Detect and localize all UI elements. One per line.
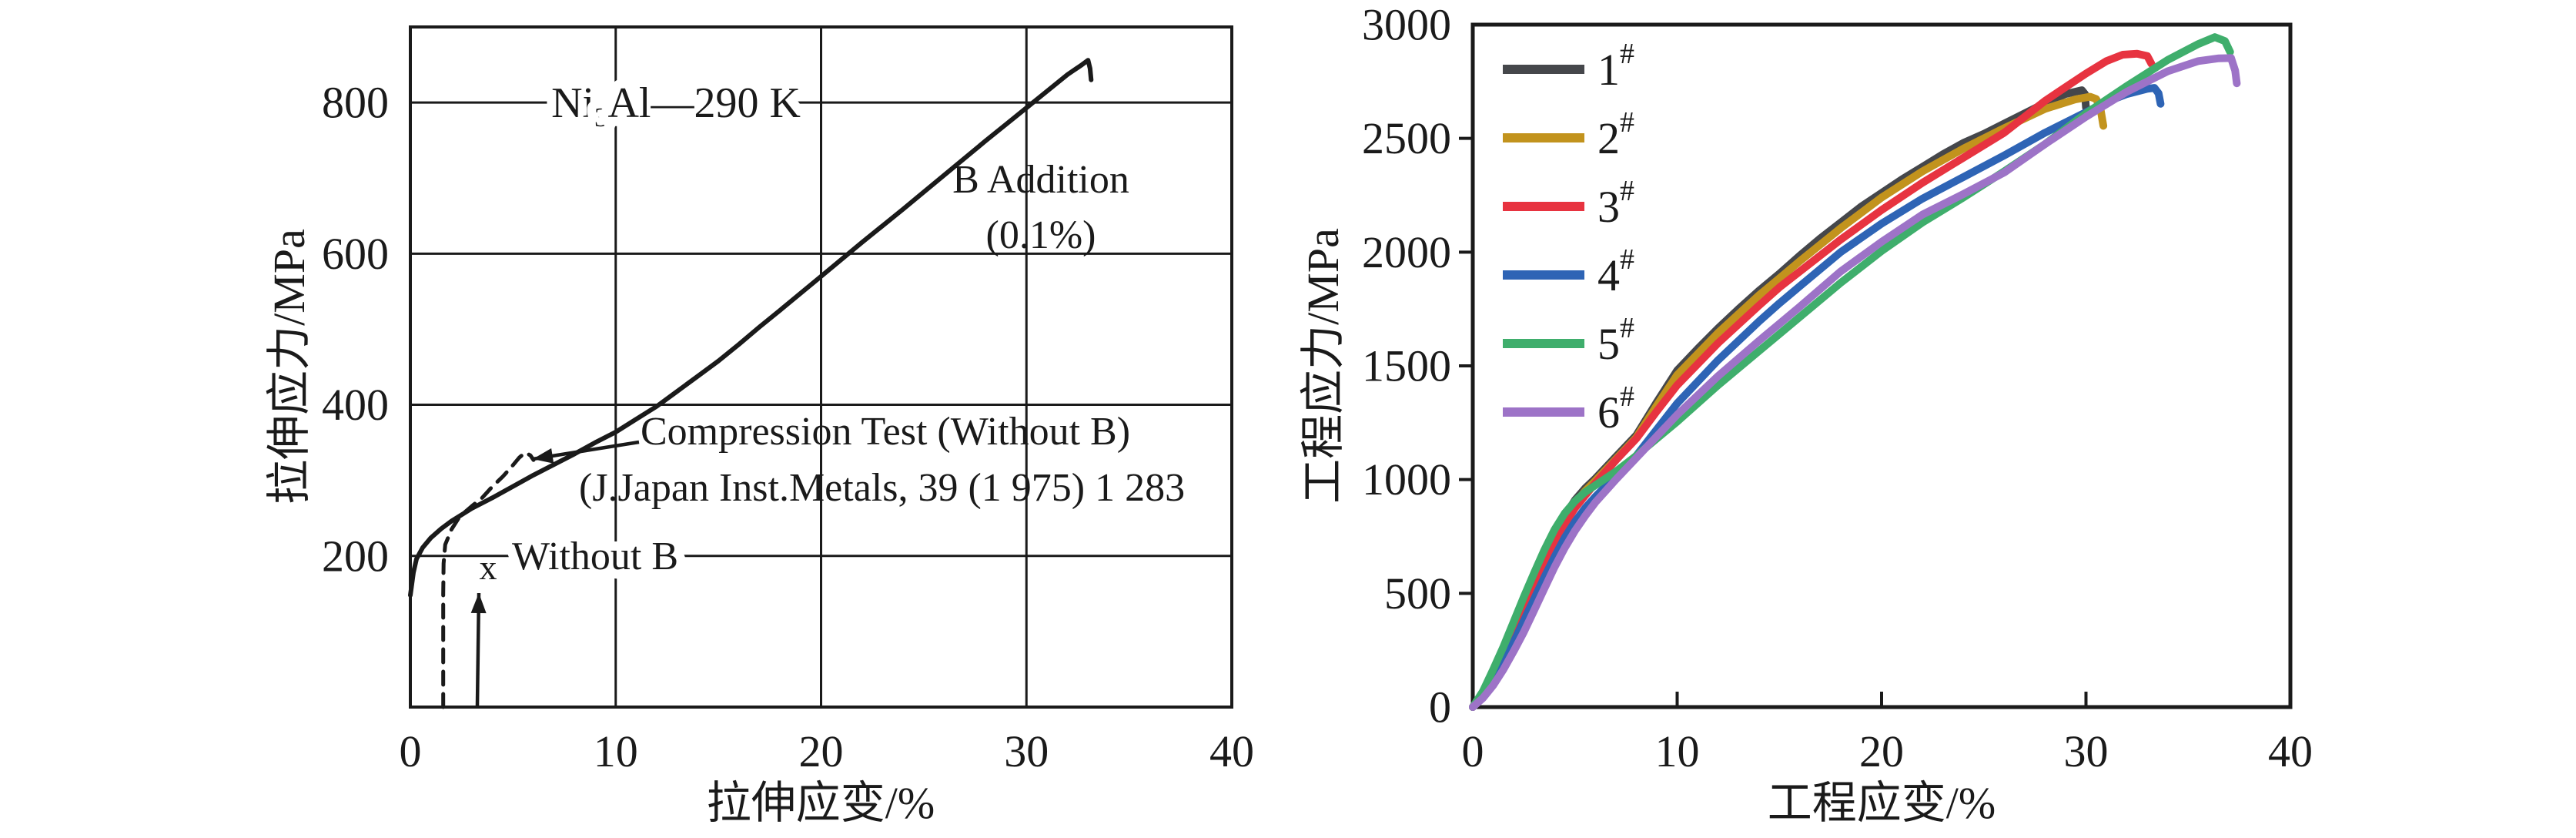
left-plot-area: 0 10 20 30 40 200 400 600 800 Ni3Al—290 K B Additi… bbox=[322, 25, 1254, 776]
x-tick-label-20: 20 bbox=[1859, 726, 1904, 776]
legend-label-5: 5# bbox=[1597, 312, 1634, 369]
annotation-b-addition-line2: (0.1%) bbox=[986, 213, 1096, 257]
y-tick-label-500: 500 bbox=[1384, 568, 1451, 618]
left-x-axis-title: 拉伸应变/% bbox=[707, 778, 935, 828]
legend-label-3: 3# bbox=[1597, 175, 1634, 232]
plot-frame bbox=[409, 25, 1233, 709]
series-curve-1# bbox=[1469, 86, 2090, 711]
series-curve-3# bbox=[1469, 49, 2156, 711]
legend-label-4: 4# bbox=[1597, 243, 1634, 300]
y-tick-label-2000: 2000 bbox=[1362, 227, 1451, 277]
chart-title: Ni3Al—290 K bbox=[551, 79, 801, 132]
legend-label-1: 1# bbox=[1597, 38, 1634, 95]
x-tick-label-20: 20 bbox=[799, 726, 844, 776]
series-curve-6# bbox=[1469, 54, 2241, 711]
x-tick-label-30: 30 bbox=[1004, 726, 1049, 776]
annotation-reference: (J.Japan Inst.Metals, 39 (1 975) 1 283 bbox=[579, 466, 1185, 510]
y-tick-label-1000: 1000 bbox=[1362, 454, 1451, 504]
series-curve-2# bbox=[1469, 92, 2108, 711]
x-tick-label-10: 10 bbox=[594, 726, 638, 776]
series-curve-Compression Test (Without B) curve bbox=[441, 450, 536, 709]
y-tick-label-0: 0 bbox=[1429, 682, 1451, 732]
right-plot-area: 0 10 20 30 40 0 500 1000 1500 2000 2500 3000 1# 2# 3# 4… bbox=[1362, 0, 2313, 776]
y-tick-label-2500: 2500 bbox=[1362, 113, 1451, 163]
right-chart: 0 10 20 30 40 0 500 1000 1500 2000 2500 3000 1# 2# 3# 4… bbox=[1298, 0, 2313, 828]
y-tick-label-3000: 3000 bbox=[1362, 0, 1451, 50]
left-chart: 0 10 20 30 40 200 400 600 800 Ni3Al—290 K B Additi… bbox=[264, 25, 1254, 828]
plot-frame bbox=[1470, 22, 2293, 709]
y-tick-label-400: 400 bbox=[322, 380, 389, 430]
series-curve-B Addition (0.1%) tensile curve bbox=[408, 58, 1094, 598]
right-x-axis-title: 工程应变/% bbox=[1768, 778, 1996, 828]
left-y-axis-title: 拉伸应力/MPa bbox=[264, 229, 314, 504]
y-tick-label-600: 600 bbox=[322, 229, 389, 279]
y-tick-label-200: 200 bbox=[322, 531, 389, 581]
x-tick-label-0: 0 bbox=[400, 726, 422, 776]
annotation-b-addition-line1: B Addition bbox=[952, 158, 1129, 202]
y-tick-label-800: 800 bbox=[322, 78, 389, 128]
x-tick-label-0: 0 bbox=[1462, 726, 1484, 776]
legend-label-6: 6# bbox=[1597, 380, 1634, 437]
fracture-x-marker: x bbox=[480, 548, 497, 587]
series-curve-5# bbox=[1469, 33, 2234, 711]
series-curve-4# bbox=[1469, 84, 2165, 711]
annotation-compression-test: Compression Test (Without B) bbox=[641, 410, 1130, 454]
legend-label-2: 2# bbox=[1597, 106, 1634, 163]
annotation-without-b: Without B bbox=[512, 535, 678, 578]
compression-leader-arrow-head bbox=[533, 448, 554, 464]
x-tick-label-10: 10 bbox=[1655, 726, 1700, 776]
fracture-arrow-head bbox=[470, 593, 487, 614]
x-tick-label-40: 40 bbox=[1209, 726, 1254, 776]
right-y-axis-title: 工程应力/MPa bbox=[1298, 228, 1348, 504]
x-tick-label-30: 30 bbox=[2064, 726, 2109, 776]
x-tick-label-40: 40 bbox=[2268, 726, 2313, 776]
y-tick-label-1500: 1500 bbox=[1362, 341, 1451, 391]
